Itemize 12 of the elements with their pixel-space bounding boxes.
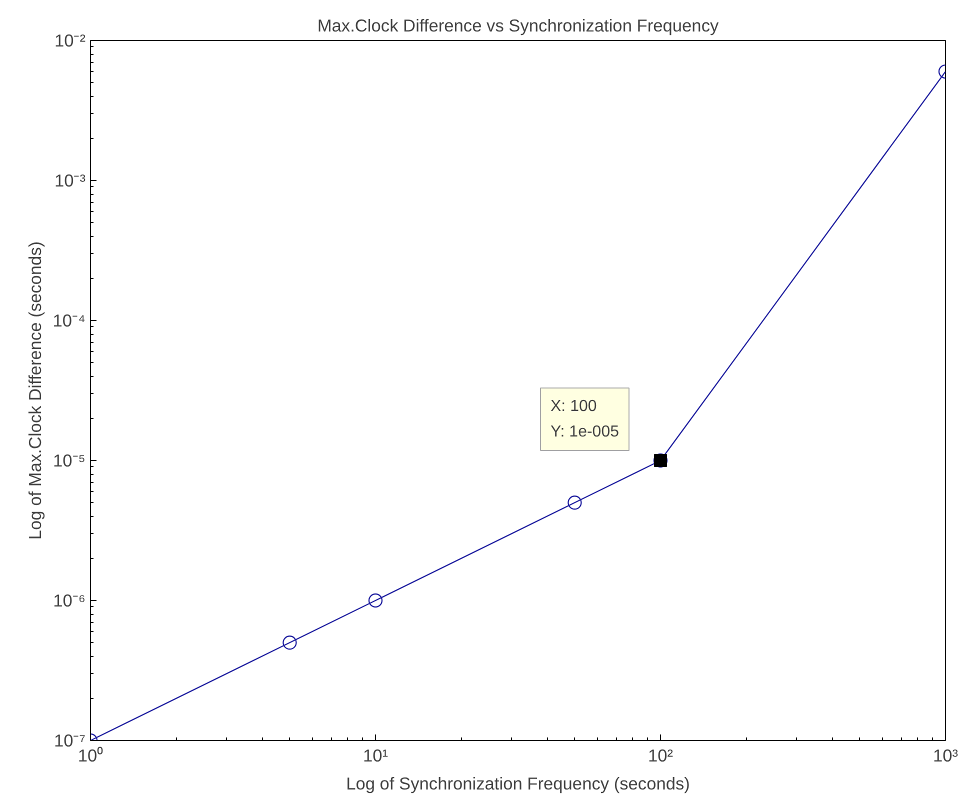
y-tick-label: 10⁻⁶ [53,590,86,610]
x-tick-label: 10² [648,746,674,766]
y-tick-label: 10⁻⁵ [53,450,86,470]
annotation: X: 100 Y: 1e-005 [550,398,620,440]
y-tick-label: 10⁻² [54,30,86,50]
y-tick-label: 10⁻⁴ [52,310,86,330]
x-axis-title: Log of Synchronization Frequency (seconds) [346,774,690,794]
y-tick-label: 10⁻³ [54,170,86,190]
x-tick-label: 10¹ [362,746,388,766]
y-axis-title: Log of Max.Clock Difference (seconds) [24,241,45,540]
chart-title: Max.Clock Difference vs Synchronization Frequency [317,16,719,36]
x-tick-label: 10³ [932,746,958,766]
